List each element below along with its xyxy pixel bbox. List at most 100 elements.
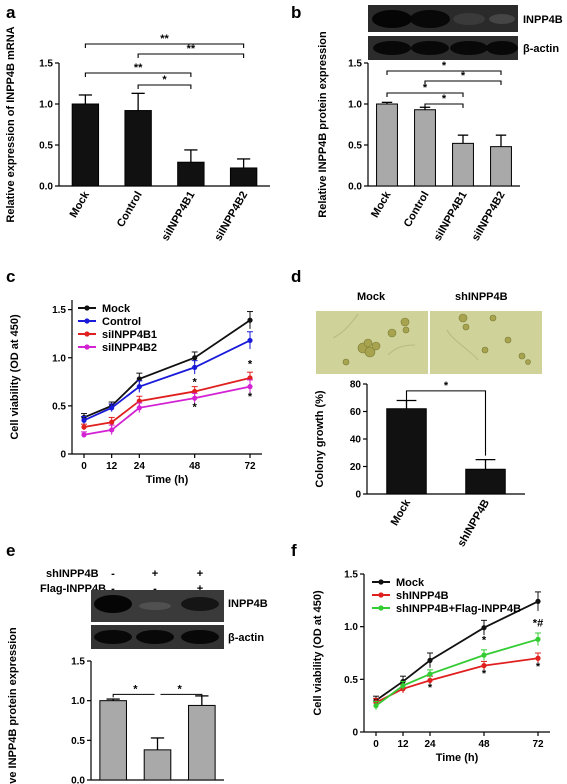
y-tick-label: 1.5 <box>39 59 53 70</box>
blot-b-label-actin: β-actin <box>523 43 559 55</box>
data-point <box>247 384 253 390</box>
significance-bracket <box>386 92 464 97</box>
x-tick-label: 12 <box>106 461 118 472</box>
blot-e-label-inpp4b: INPP4B <box>228 598 268 610</box>
y-tick-label: 1.5 <box>71 657 85 668</box>
panel-letter-d: d <box>291 267 301 286</box>
legend-marker <box>84 344 90 350</box>
sign: + <box>152 568 158 580</box>
colony <box>402 326 410 334</box>
colony <box>518 352 526 360</box>
colony-images: Mock shINPP4B <box>316 291 542 374</box>
data-point <box>192 364 198 370</box>
panel-letter-f: f <box>291 541 297 560</box>
blot-band <box>181 630 219 644</box>
colony <box>481 346 489 354</box>
y-axis-label: Relative INPP4B protein expression <box>7 627 19 784</box>
blot-band <box>410 10 450 28</box>
y-tick-label: 0.5 <box>344 675 358 686</box>
y-tick-label: 80 <box>350 380 362 391</box>
x-tick-label: 48 <box>478 739 490 750</box>
significance-mark: * <box>428 682 433 694</box>
y-tick-label: 1.0 <box>344 622 358 633</box>
colony-texture <box>332 313 479 361</box>
blot-b-label-inpp4b: INPP4B <box>523 14 563 26</box>
x-tick-label: siINPP4B2 <box>470 190 508 244</box>
y-tick-label: 1.5 <box>348 59 362 70</box>
legend-label: siINPP4B2 <box>102 342 157 354</box>
significance-bracket <box>405 390 487 456</box>
y-axis-label: Relative expression of INPP4B mRNA <box>5 26 17 222</box>
y-tick-label: 0.0 <box>348 182 362 193</box>
x-tick-label: 72 <box>244 461 256 472</box>
x-tick-label: Mock <box>389 497 414 528</box>
row-label-shinpp4b: shINPP4B <box>46 568 99 580</box>
y-tick-label: 0.5 <box>52 401 66 412</box>
bar <box>414 109 436 187</box>
data-point <box>192 355 198 361</box>
blot-band <box>450 41 488 55</box>
x-tick-label: 72 <box>532 739 544 750</box>
data-point <box>427 671 433 677</box>
x-tick-label: 48 <box>189 461 201 472</box>
bar <box>99 700 127 781</box>
significance-mark: * <box>444 380 449 392</box>
x-tick-label: 0 <box>81 461 87 472</box>
colony <box>462 323 470 331</box>
blot-band <box>181 597 219 611</box>
data-point <box>400 683 406 689</box>
data-point <box>427 677 433 683</box>
panel-letter-c: c <box>6 267 15 286</box>
significance-bracket <box>386 70 502 75</box>
legend-marker <box>84 305 90 311</box>
bar <box>124 110 152 187</box>
significance-bracket <box>112 693 155 698</box>
x-tick-label: Mock <box>68 189 93 220</box>
row-label-flag: Flag-INPP4B <box>40 583 106 595</box>
data-point <box>427 657 433 663</box>
series-line <box>83 385 251 436</box>
sign: - <box>111 583 115 595</box>
significance-mark: * <box>133 683 138 695</box>
colony <box>363 338 373 348</box>
blot-band <box>453 13 485 25</box>
data-point <box>535 655 541 661</box>
y-tick-label: 0.0 <box>71 776 85 784</box>
significance-mark: ** <box>134 62 143 74</box>
y-tick-label: 20 <box>350 462 362 473</box>
blot-band <box>486 41 518 55</box>
legend-label: shINPP4B <box>396 590 449 602</box>
y-tick-label: 0.5 <box>71 736 85 747</box>
significance-bracket <box>84 43 245 48</box>
x-tick-label: shINPP4B <box>455 497 492 549</box>
data-point <box>81 417 87 423</box>
x-tick-label: 24 <box>424 739 436 750</box>
legend-label: Mock <box>396 577 425 589</box>
legend-marker <box>84 318 90 324</box>
legend-label: Mock <box>102 303 131 315</box>
legend-marker <box>84 331 90 337</box>
data-point <box>247 317 253 323</box>
data-point <box>136 384 142 390</box>
y-tick-label: 1.5 <box>344 570 358 581</box>
y-tick-label: 0 <box>60 450 66 461</box>
y-axis-label: Cell viability (OD at 450) <box>9 314 21 440</box>
legend-label: Control <box>102 316 141 328</box>
blot-band <box>489 14 515 24</box>
bar <box>229 167 258 187</box>
bar <box>177 161 205 187</box>
significance-mark: * <box>461 70 466 82</box>
blot-b: INPP4B β-actin <box>368 5 563 60</box>
y-tick-label: 0 <box>355 490 361 501</box>
legend-marker <box>378 592 384 598</box>
sign: + <box>197 583 203 595</box>
x-tick-label: Control <box>115 190 145 230</box>
panel-letter-a: a <box>6 3 16 22</box>
x-axis-label: Time (h) <box>146 474 189 486</box>
colony <box>400 317 410 327</box>
data-point <box>81 424 87 430</box>
blot-band <box>411 41 449 55</box>
data-point <box>481 652 487 658</box>
significance-bracket <box>84 72 192 77</box>
